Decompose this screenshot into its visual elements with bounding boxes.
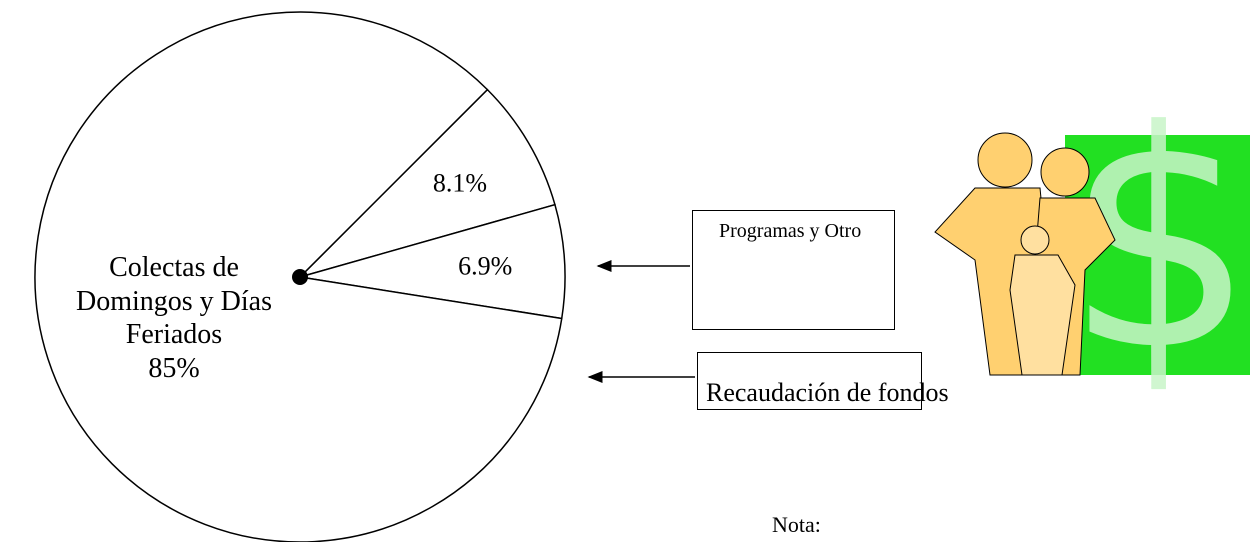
value-label: 6.9% bbox=[458, 251, 513, 281]
slice-label: Colectas de Domingos y Días Feriados 85% bbox=[74, 251, 274, 385]
value-label: 8.1% bbox=[432, 168, 488, 198]
callout-box: Recaudación de fondos bbox=[697, 352, 949, 410]
callout-label: Recaudación de fondos bbox=[706, 378, 949, 407]
note: Nota: bbox=[772, 512, 821, 537]
category-label: Colectas de Domingos y Días Feriados bbox=[75, 251, 272, 350]
value-label: 85% bbox=[148, 352, 200, 384]
clip-art: $ bbox=[934, 67, 1250, 416]
center-dot bbox=[292, 269, 308, 285]
pie-slice bbox=[299, 203, 566, 320]
callout-box: Programas y Otro bbox=[692, 210, 895, 330]
pie-slice bbox=[297, 88, 556, 279]
callout-label: Programas y Otro bbox=[719, 220, 862, 242]
